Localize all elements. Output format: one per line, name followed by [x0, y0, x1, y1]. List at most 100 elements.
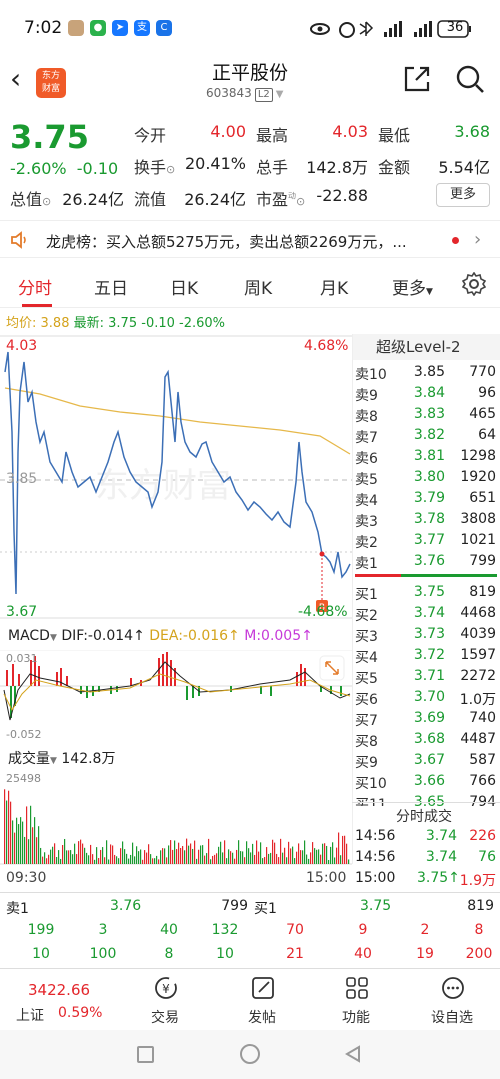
volume-bar: [92, 854, 94, 864]
volume-bar: [174, 840, 176, 864]
bid-volume: 819: [469, 584, 496, 600]
home-button[interactable]: [240, 1044, 260, 1064]
queue-order-size: 3: [98, 922, 108, 938]
nav-post[interactable]: 发帖: [212, 969, 312, 1031]
dragon-tiger-text: 龙虎榜：买入总额5275万元，卖出总额2269万元，...: [46, 233, 407, 251]
volume-bar: [116, 856, 118, 864]
intraday-chart[interactable]: 东方财富 B: [0, 332, 352, 622]
ask-volume: 1920: [460, 469, 496, 485]
volume-bar: [34, 817, 36, 864]
volume-bar: [188, 845, 190, 864]
volume-bar: [102, 847, 104, 864]
search-icon[interactable]: [455, 64, 485, 94]
volume-bar: [252, 843, 254, 864]
ask-volume: 1298: [460, 448, 496, 464]
volume-bar: [186, 838, 188, 864]
volume-bar: [162, 848, 164, 864]
volume-bar: [260, 842, 262, 864]
share-icon[interactable]: [402, 64, 432, 94]
bid-level-label: 买7: [355, 713, 378, 729]
chart-low-price: 3.67: [6, 604, 38, 620]
volume-bar: [302, 850, 304, 864]
current-price: 3.75: [10, 118, 89, 156]
volume-bar: [6, 800, 8, 864]
open-value: 4.00: [210, 122, 246, 141]
volume-bar: [178, 842, 180, 864]
ask-level-label: 卖3: [355, 514, 378, 530]
volume-bar: [18, 824, 20, 864]
chart-high-price: 4.03: [6, 338, 38, 354]
ask-level-label: 卖9: [355, 388, 378, 404]
bid-row: 买7 3.69 740: [355, 710, 498, 731]
market-cap-value: 26.24亿: [62, 190, 124, 209]
tab-five-day[interactable]: 五日: [94, 279, 128, 299]
volume-bar: [234, 858, 236, 864]
nav-add-watchlist[interactable]: 设自选: [402, 969, 500, 1031]
queue-order-size: 19: [416, 946, 434, 962]
volume-bar: [258, 851, 260, 864]
macd-chart[interactable]: [0, 650, 352, 742]
volume-bar: [38, 826, 40, 864]
tab-monthly-k[interactable]: 月K: [320, 279, 349, 299]
recent-apps-button[interactable]: [137, 1046, 154, 1063]
macd-selector[interactable]: MACD▼: [8, 628, 57, 644]
volume-bar: [80, 839, 82, 864]
ask-row: 卖1 3.76 799: [355, 553, 498, 574]
tab-daily-k[interactable]: 日K: [170, 279, 199, 299]
volume-bar: [176, 849, 178, 864]
bid-price: 3.66: [413, 773, 445, 789]
more-button[interactable]: 更多: [436, 183, 490, 207]
volume-bar: [180, 848, 182, 864]
dragon-tiger-banner[interactable]: 龙虎榜：买入总额5275万元，卖出总额2269万元，... ›: [0, 220, 500, 258]
volume-bar: [206, 853, 208, 864]
ask-price: 3.81: [413, 448, 445, 464]
svg-text:¥: ¥: [162, 982, 170, 996]
bid-price: 3.68: [413, 731, 445, 747]
volume-bar: [346, 843, 348, 864]
back-button[interactable]: ‹: [10, 62, 22, 95]
volume-bar: [322, 843, 324, 864]
volume-bar: [94, 859, 96, 864]
volume-bar: [172, 849, 174, 864]
open-label: 今开: [134, 126, 167, 145]
volume-bar: [296, 851, 298, 864]
trades-divider: [352, 802, 500, 803]
volume-bar: [242, 851, 244, 864]
info-icon[interactable]: ⊙: [296, 195, 306, 208]
volume-bar: [218, 846, 220, 864]
queue-order-size: 10: [216, 946, 234, 962]
volume-bar: [66, 850, 68, 864]
eastmoney-logo[interactable]: 东方 财富: [36, 68, 66, 98]
tab-intraday[interactable]: 分时: [18, 279, 52, 299]
bid-row: 买5 3.71 2272: [355, 668, 498, 689]
volume-bar: [292, 846, 294, 864]
nav-trade[interactable]: ¥ 交易: [115, 969, 215, 1031]
ask-row: 卖6 3.81 1298: [355, 448, 498, 469]
volume-selector[interactable]: 成交量▼: [8, 751, 57, 767]
volume-bar: [342, 835, 344, 864]
ask-volume: 1021: [460, 532, 496, 548]
volume-bar: [208, 838, 210, 864]
back-nav-icon[interactable]: [343, 1044, 363, 1064]
ask-level-label: 卖6: [355, 451, 378, 467]
volume-bar: [112, 845, 114, 864]
volume-bar: [144, 850, 146, 864]
info-icon[interactable]: ⊙: [42, 195, 52, 208]
nav-index[interactable]: 3422.66 上证 0.59%: [0, 969, 102, 1031]
volume-bar: [288, 841, 290, 864]
gear-icon[interactable]: [462, 272, 486, 296]
level2-header[interactable]: 超级Level-2: [352, 334, 500, 360]
volume-bar: [78, 841, 80, 864]
volume-bar: [268, 853, 270, 864]
volume-bar: [70, 850, 72, 864]
volume-bar: [50, 849, 52, 864]
info-icon[interactable]: ⊙: [166, 163, 176, 176]
volume-bar: [332, 842, 334, 864]
tab-weekly-k[interactable]: 周K: [244, 279, 273, 299]
volume-chart[interactable]: [0, 770, 352, 866]
stock-code-selector[interactable]: 603843 L2 ▼: [206, 86, 283, 102]
trades-title[interactable]: 分时成交: [396, 809, 452, 825]
nav-functions[interactable]: 功能: [306, 969, 406, 1031]
tab-more[interactable]: 更多▼: [392, 279, 433, 299]
ask-level-label: 卖7: [355, 430, 378, 446]
